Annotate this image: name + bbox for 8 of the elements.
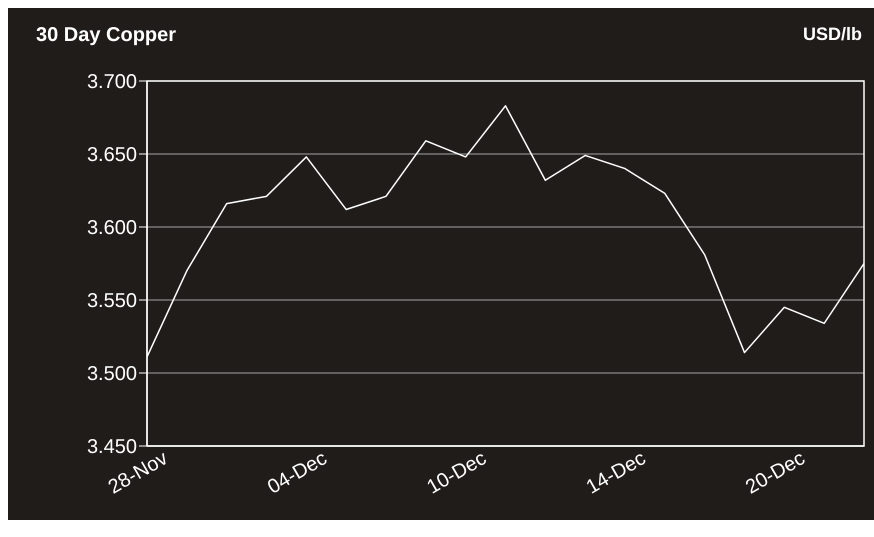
y-tick-label: 3.700: [86, 71, 137, 94]
y-tick-label: 3.500: [86, 363, 137, 386]
y-tick-label: 3.650: [86, 144, 137, 166]
y-tick-label: 3.450: [86, 436, 137, 458]
y-tick-label: 3.600: [86, 217, 137, 240]
chart-title: 30 Day Copper: [36, 24, 176, 47]
y-tick-label: 3.550: [86, 290, 137, 312]
y-axis-title: USD/lb: [802, 24, 862, 45]
